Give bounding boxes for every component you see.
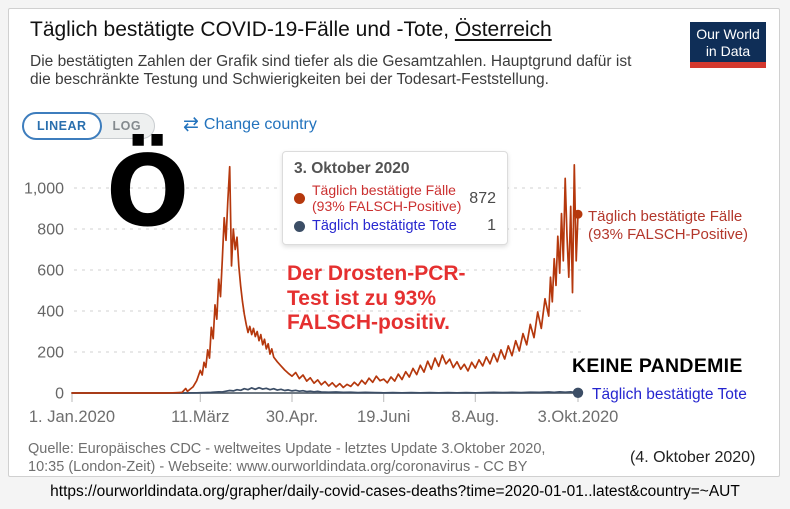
title-country: Österreich	[454, 18, 552, 41]
page-title: Täglich bestätigte COVID-19-Fälle und -T…	[30, 18, 552, 42]
pcr-claim-line3: FALSCH-positiv.	[287, 311, 450, 335]
chart-subtitle: Die bestätigten Zahlen der Grafik sind t…	[30, 53, 631, 89]
logo-text-line2: in Data	[705, 43, 751, 59]
tooltip-cases-label: Täglich bestätigte Fälle (93% FALSCH-Pos…	[312, 182, 468, 214]
tooltip-cases-label-line2: (93% FALSCH-Positive)	[312, 197, 462, 214]
date-note: (4. Oktober 2020)	[630, 449, 756, 466]
logo-red-bar	[690, 62, 766, 68]
change-country-link[interactable]: ⇄ Change country	[183, 115, 317, 134]
tooltip-deaths-value: 1	[487, 217, 496, 235]
tooltip-row-deaths: Täglich bestätigte Tote 1	[294, 217, 496, 235]
source-note-line1: Quelle: Europäisches CDC - weltweites Up…	[28, 441, 546, 457]
pcr-claim-line1: Der Drosten-PCR-	[287, 262, 466, 285]
cases-dot-icon	[294, 193, 305, 205]
cases-series-label-line2: (93% FALSCH-Positive)	[588, 225, 749, 243]
tooltip-row-cases: Täglich bestätigte Fälle (93% FALSCH-Pos…	[294, 182, 496, 214]
owid-logo[interactable]: Our World in Data	[690, 22, 766, 68]
deaths-series-label: Täglich bestätigte Tote	[592, 386, 747, 403]
tooltip-date: 3. Oktober 2020	[294, 160, 410, 177]
tooltip-deaths-label: Täglich bestätigte Tote	[312, 218, 457, 235]
swap-arrows-icon: ⇄	[183, 114, 199, 135]
pcr-claim-line2: Test ist zu 93%	[287, 286, 436, 310]
source-note-line2: 10:35 (London-Zeit) - Webseite: www.ourw…	[28, 458, 528, 475]
scale-toggle: LINEAR LOG	[22, 112, 156, 140]
cases-series-label-line1: Täglich bestätigte Fälle	[588, 208, 743, 225]
change-country-label: Change country	[203, 115, 317, 133]
pcr-claim-annotation: Der Drosten-PCR- Test ist zu 93% FALSCH-…	[287, 262, 466, 336]
title-main: Täglich bestätigte COVID-19-Fälle und -T…	[30, 18, 455, 41]
subtitle-line1: Die bestätigten Zahlen der Grafik sind t…	[30, 53, 632, 70]
logo-text-line1: Our World	[696, 26, 760, 42]
no-pandemic-annotation: KEINE PANDEMIE	[572, 355, 743, 377]
chart-tooltip: 3. Oktober 2020 Täglich bestätigte Fälle…	[282, 151, 508, 246]
subtitle-line2: die beschränkte Testung und Schwierigkei…	[30, 71, 549, 88]
cases-series-label: Täglich bestätigte Fälle (93% FALSCH-Pos…	[588, 208, 748, 243]
source-note: Quelle: Europäisches CDC - weltweites Up…	[28, 441, 545, 477]
deaths-dot-icon	[294, 220, 305, 232]
source-url: https://ourworldindata.org/grapher/daily…	[50, 483, 740, 500]
tooltip-cases-value: 872	[469, 189, 496, 207]
linear-button[interactable]: LINEAR	[22, 112, 102, 140]
big-letter-annotation: Ö	[106, 135, 190, 249]
tooltip-cases-label-line1: Täglich bestätigte Fälle	[312, 182, 456, 198]
